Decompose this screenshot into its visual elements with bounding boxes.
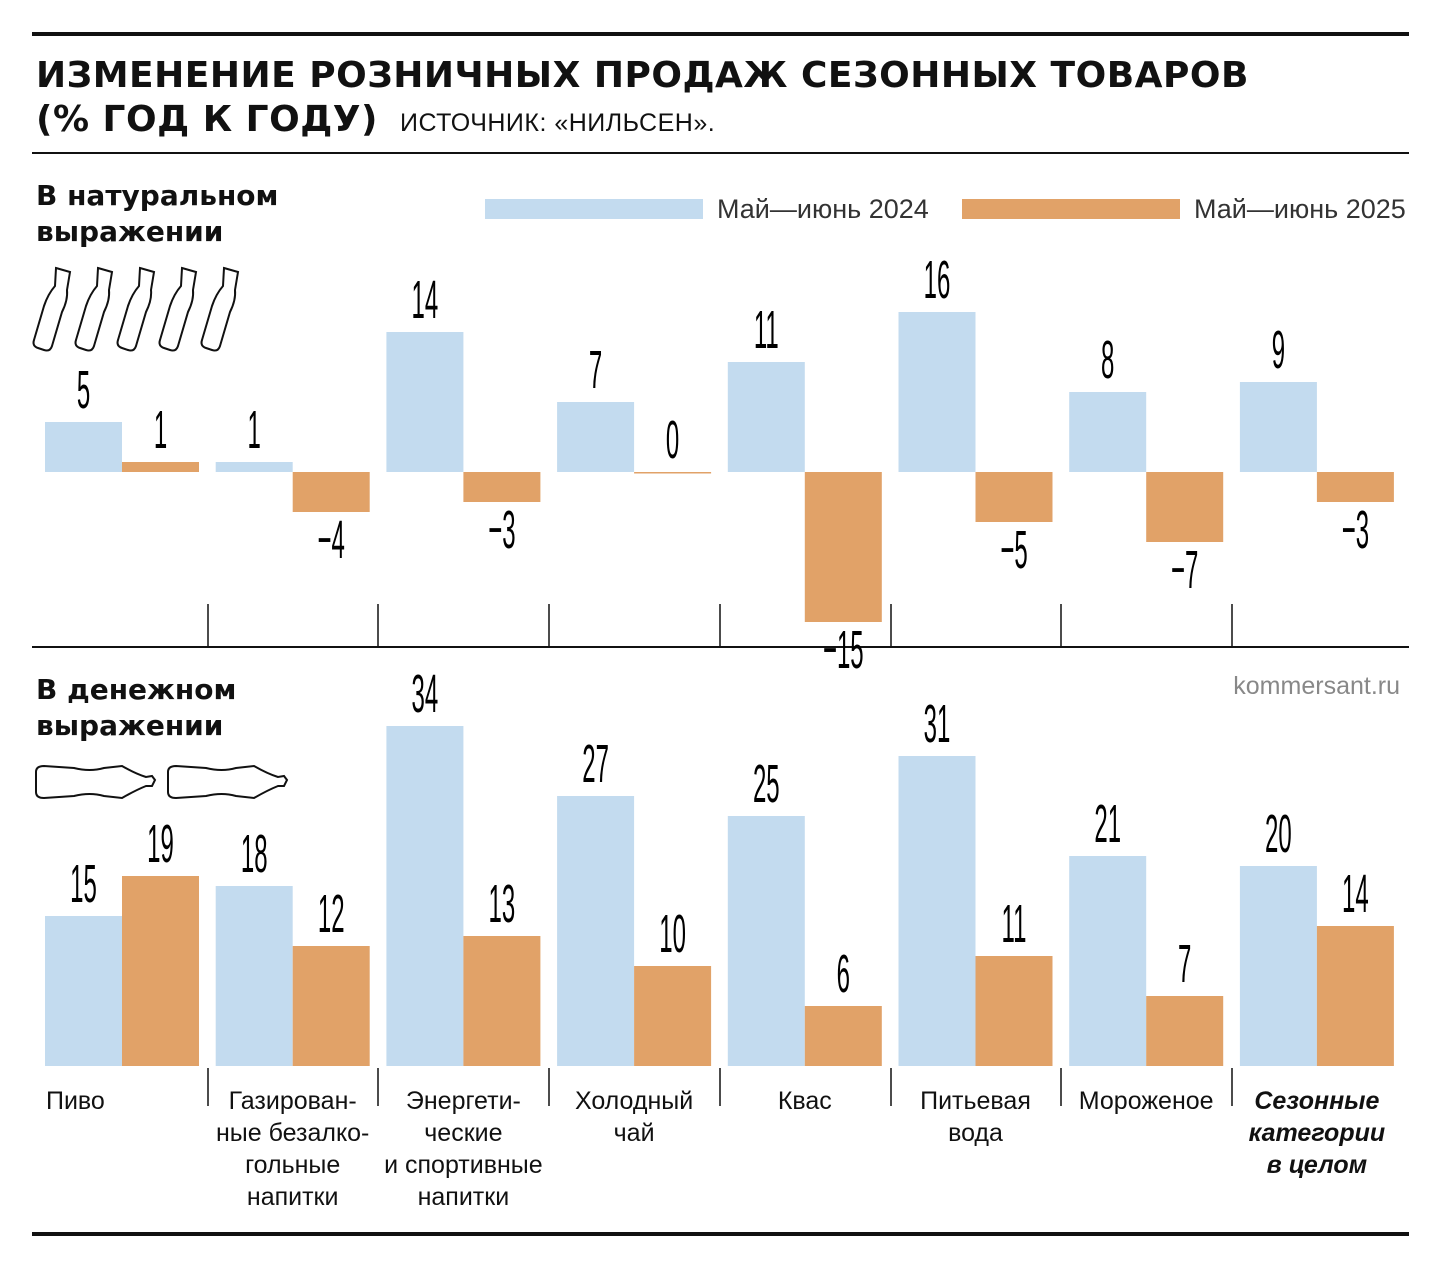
panel-divider [32, 646, 1409, 648]
title-line-1: ИЗМЕНЕНИЕ РОЗНИЧНЫХ ПРОДАЖ СЕЗОННЫХ ТОВА… [36, 55, 1249, 96]
bar-volume-s1-8 [1239, 382, 1317, 472]
bar-volume-s2-3 [463, 472, 541, 502]
legend-swatch-2025 [962, 199, 1180, 219]
value-label-value-s1-6: 31 [924, 693, 951, 754]
header-divider [32, 152, 1409, 154]
chart-title: ИЗМЕНЕНИЕ РОЗНИЧНЫХ ПРОДАЖ СЕЗОННЫХ ТОВА… [36, 54, 1249, 142]
title-line-2: (% ГОД К ГОДУ) [36, 99, 378, 140]
category-label-1: Пиво [46, 1087, 105, 1115]
value-label-volume-s2-7: −7 [1171, 539, 1198, 600]
bar-volume-s2-5 [804, 472, 882, 622]
value-label-volume-s1-3: 14 [412, 269, 439, 330]
value-label-volume-s2-3: −3 [488, 499, 515, 560]
value-label-volume-s1-4: 7 [589, 339, 602, 400]
bottles-lying-icon [35, 764, 289, 800]
legend-swatch-2024 [485, 199, 703, 219]
value-label-value-s1-1: 15 [70, 853, 97, 914]
value-label-volume-s1-5: 11 [754, 299, 779, 360]
chart-panel-value: 15 18 34 27 25 31 21 20 19 12 13 10 6 11 7 14 [45, 663, 1394, 1066]
bar-value-s2-3 [463, 936, 541, 1066]
bar-value-s2-1 [122, 876, 199, 1066]
bar-volume-s1-2 [215, 462, 293, 472]
category-label-7: Мороженое [1078, 1087, 1214, 1115]
bar-volume-s1-5 [727, 362, 805, 472]
category-label-8: Сезонные категории в целом [1248, 1087, 1386, 1179]
category-label-4: Холодный чай [574, 1087, 694, 1147]
value-label-volume-s2-5: −15 [823, 619, 864, 680]
value-label-value-s2-5: 6 [837, 943, 850, 1004]
legend-label-2024: Май—июнь 2024 [717, 193, 929, 224]
bar-volume-s2-4 [634, 472, 712, 474]
value-label-value-s1-8: 20 [1265, 803, 1292, 864]
bar-volume-s1-1 [45, 422, 122, 472]
value-label-value-s2-2: 12 [318, 883, 345, 944]
legend-item-2024: Май—июнь 2024 [485, 192, 929, 226]
bar-value-s2-5 [804, 1006, 882, 1066]
value-label-value-s2-6: 11 [1002, 893, 1027, 954]
bar-volume-s1-4 [557, 402, 635, 472]
bar-value-s1-2 [215, 886, 293, 1066]
bar-volume-s2-7 [1146, 472, 1224, 542]
bar-volume-s1-6 [898, 312, 976, 472]
value-label-value-s2-3: 13 [489, 873, 516, 934]
value-label-value-s1-4: 27 [582, 733, 609, 794]
bar-value-s1-8 [1239, 866, 1317, 1066]
value-label-value-s2-1: 19 [147, 813, 174, 874]
bar-volume-s2-1 [122, 462, 199, 472]
bar-volume-s1-3 [386, 332, 464, 472]
value-label-volume-s2-6: −5 [1000, 519, 1027, 580]
bar-value-s1-5 [727, 816, 805, 1066]
value-label-volume-s1-6: 16 [924, 249, 951, 310]
value-label-volume-s2-4: 0 [666, 409, 679, 470]
value-label-value-s1-3: 34 [412, 663, 439, 724]
bar-value-s1-3 [386, 726, 464, 1066]
panel-title-value: В денежном выражении [36, 673, 237, 742]
bottom-rule [32, 1232, 1409, 1236]
bar-value-s1-7 [1069, 856, 1147, 1066]
chart-panel-volume: 5 1 14 7 11 16 8 9 1 −4 −3 0 −15 −5 −7 −3 [45, 249, 1394, 680]
value-label-value-s1-5: 25 [753, 753, 780, 814]
value-label-volume-s1-1: 5 [77, 359, 90, 420]
category-separators-top [207, 604, 1233, 646]
category-separators-bottom [207, 1068, 1233, 1106]
value-label-value-s1-7: 21 [1094, 793, 1121, 854]
value-label-value-s2-7: 7 [1178, 933, 1191, 994]
value-label-value-s2-8: 14 [1342, 863, 1369, 924]
category-label-3: Энергети- ческие и спортивные напитки [384, 1087, 543, 1211]
bar-value-s2-4 [634, 966, 712, 1066]
bar-value-s1-6 [898, 756, 976, 1066]
value-label-volume-s2-2: −4 [318, 509, 345, 570]
bar-volume-s2-2 [292, 472, 370, 512]
bar-value-s2-2 [292, 946, 370, 1066]
bar-volume-s2-6 [975, 472, 1053, 522]
value-label-volume-s2-8: −3 [1342, 499, 1369, 560]
credit: kommersant.ru [1233, 672, 1400, 700]
value-label-value-s2-4: 10 [659, 903, 686, 964]
bottles-standing-icon [32, 266, 240, 352]
category-label-2: Газирован- ные безалко- гольные напитки [215, 1087, 370, 1211]
source-note: ИСТОЧНИК: «НИЛЬСЕН». [399, 109, 716, 137]
bar-volume-s1-7 [1069, 392, 1147, 472]
bar-value-s2-7 [1146, 996, 1224, 1066]
legend-item-2025: Май—июнь 2025 [962, 192, 1406, 226]
value-label-volume-s2-1: 1 [154, 399, 167, 460]
category-label-6: Питьевая вода [920, 1087, 1031, 1147]
bar-value-s1-4 [557, 796, 635, 1066]
bar-volume-s2-8 [1316, 472, 1394, 502]
value-label-volume-s1-8: 9 [1272, 319, 1285, 380]
value-label-volume-s1-7: 8 [1101, 329, 1114, 390]
panel-title-volume: В натуральном выражении [36, 179, 279, 248]
bar-value-s1-1 [45, 916, 122, 1066]
value-label-volume-s1-2: 1 [248, 399, 261, 460]
category-label-5: Квас [777, 1087, 832, 1115]
legend-label-2025: Май—июнь 2025 [1194, 193, 1406, 224]
top-rule [32, 32, 1409, 36]
bar-value-s2-6 [975, 956, 1053, 1066]
bar-value-s2-8 [1316, 926, 1394, 1066]
value-label-value-s1-2: 18 [241, 823, 268, 884]
